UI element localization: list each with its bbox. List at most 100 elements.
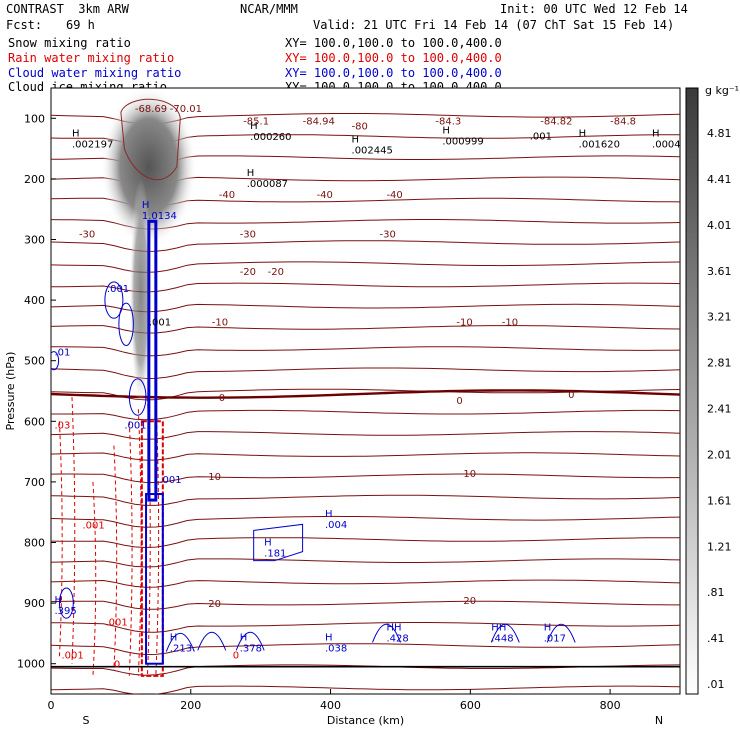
temperature-label: -10 xyxy=(212,317,228,328)
y-tick-label: 600 xyxy=(24,415,45,428)
y-tick-label: 1000 xyxy=(17,658,45,671)
north-label: N xyxy=(655,714,663,727)
temperature-label: -68.69 xyxy=(135,104,167,115)
cloud-water-contour xyxy=(253,523,304,562)
isotherm-label: 10 xyxy=(463,469,476,480)
max-marker: H xyxy=(72,128,80,139)
max-value: .038 xyxy=(325,644,347,655)
rain-contour xyxy=(113,445,118,670)
temperature-label: -40 xyxy=(219,190,235,201)
field-xy-cloud-water: XY= 100.0,100.0 to 100.0,400.0 xyxy=(285,66,502,80)
max-marker: H xyxy=(54,595,62,606)
forecast-hour: 69 h xyxy=(66,18,95,32)
contour-label: .001 xyxy=(61,651,83,662)
max-marker: H xyxy=(240,633,248,644)
cloud-water-contour xyxy=(104,281,124,319)
plume-outline xyxy=(120,98,181,181)
max-marker: H xyxy=(579,128,587,139)
temperature-label: 0 xyxy=(219,393,225,404)
max-value: .448 xyxy=(491,633,513,644)
max-value: .378 xyxy=(240,644,262,655)
colorbar-label: 3.61 xyxy=(707,265,732,278)
init-time: Init: 00 UTC Wed 12 Feb 14 xyxy=(500,2,688,16)
temperature-label: -30 xyxy=(79,229,95,240)
temperature-label: -30 xyxy=(379,229,395,240)
y-tick-label: 100 xyxy=(24,112,45,125)
max-value: .002197 xyxy=(72,139,113,150)
contour-label: .001 xyxy=(159,475,181,486)
y-tick-label: 900 xyxy=(24,597,45,610)
max-marker: H xyxy=(247,168,255,179)
contour-label: .03 xyxy=(54,420,70,431)
max-marker: H xyxy=(142,200,150,211)
isotherm-line xyxy=(51,579,680,588)
isotherm-line xyxy=(51,494,680,506)
temperature-label: -10 xyxy=(502,317,518,328)
valid-time: Valid: 21 UTC Fri 14 Feb 14 (07 ChT Sat … xyxy=(313,18,675,32)
cloud-water-contours xyxy=(51,219,576,665)
x-tick-label: 0 xyxy=(48,699,55,712)
colorbar-label: 2.81 xyxy=(707,357,732,370)
rain-contour xyxy=(58,421,63,658)
max-marker: H xyxy=(325,633,333,644)
isotherm-line xyxy=(51,537,680,549)
contour-label: 0 xyxy=(114,660,120,671)
max-value: .000087 xyxy=(247,179,288,190)
contour-label: .01 xyxy=(54,348,70,359)
max-marker: H xyxy=(442,125,450,136)
temperature-label: -20 xyxy=(240,267,256,278)
cloud-water-contour xyxy=(165,632,195,652)
isotherm-line xyxy=(51,515,680,528)
max-marker: HH xyxy=(386,622,401,633)
cloud-water-contour xyxy=(51,351,60,371)
max-marker: HH xyxy=(491,622,506,633)
colorbar-label: 2.01 xyxy=(707,448,732,461)
rain-contour xyxy=(92,481,97,676)
snow-column xyxy=(129,178,153,410)
cloud-water-core xyxy=(147,219,158,502)
colorbar-label: .41 xyxy=(707,632,725,645)
field-xy-rain: XY= 100.0,100.0 to 100.0,400.0 xyxy=(285,51,502,65)
temperature-label: -30 xyxy=(240,229,256,240)
colorbar xyxy=(685,87,699,695)
max-value: .001620 xyxy=(579,139,620,150)
cloud-water-contour xyxy=(490,623,520,643)
y-axis-title: Pressure (hPa) xyxy=(4,352,17,431)
cloud-water-contour xyxy=(128,378,147,416)
colorbar-label: .81 xyxy=(707,586,725,599)
temperature-label: -84.94 xyxy=(303,117,335,128)
max-value: 1.0134 xyxy=(142,211,177,222)
temperature-label: -80 xyxy=(352,122,368,133)
colorbar-label: 4.01 xyxy=(707,219,732,232)
cloud-water-lower-core xyxy=(145,493,164,665)
x-tick-label: 800 xyxy=(600,699,621,712)
temperature-label: -85.1 xyxy=(243,117,269,128)
cloud-water-contour xyxy=(118,302,134,347)
max-marker: H xyxy=(264,538,272,549)
temperature-label: -10 xyxy=(456,317,472,328)
org-title: NCAR/MMM xyxy=(240,2,298,16)
y-tick-label: 800 xyxy=(24,537,45,550)
colorbar-label: 3.21 xyxy=(707,311,732,324)
contour-label: 0 xyxy=(233,651,239,662)
field-name-snow: Snow mixing ratio xyxy=(8,36,131,50)
colorbar-label: .01 xyxy=(707,678,725,691)
cloud-water-contour xyxy=(235,631,265,651)
temperature-label: -84.82 xyxy=(540,117,572,128)
x-tick-label: 600 xyxy=(460,699,481,712)
contour-label: .001 xyxy=(107,284,129,295)
forecast-label: Fcst: xyxy=(6,18,43,32)
temperature-label: 0 xyxy=(456,396,462,407)
x-axis-title: Distance (km) xyxy=(327,714,404,727)
max-value: .428 xyxy=(386,633,408,644)
y-tick-label: 500 xyxy=(24,355,45,368)
y-tick-label: 700 xyxy=(24,476,45,489)
isotherm-line xyxy=(51,643,680,656)
isotherm-line xyxy=(51,685,680,694)
rain-contour xyxy=(71,397,76,664)
temperature-label: 0 xyxy=(568,390,574,401)
temperature-label: -84.8 xyxy=(610,117,636,128)
max-marker: H xyxy=(170,633,178,644)
max-marker: H xyxy=(652,128,660,139)
max-marker: H xyxy=(325,509,333,520)
